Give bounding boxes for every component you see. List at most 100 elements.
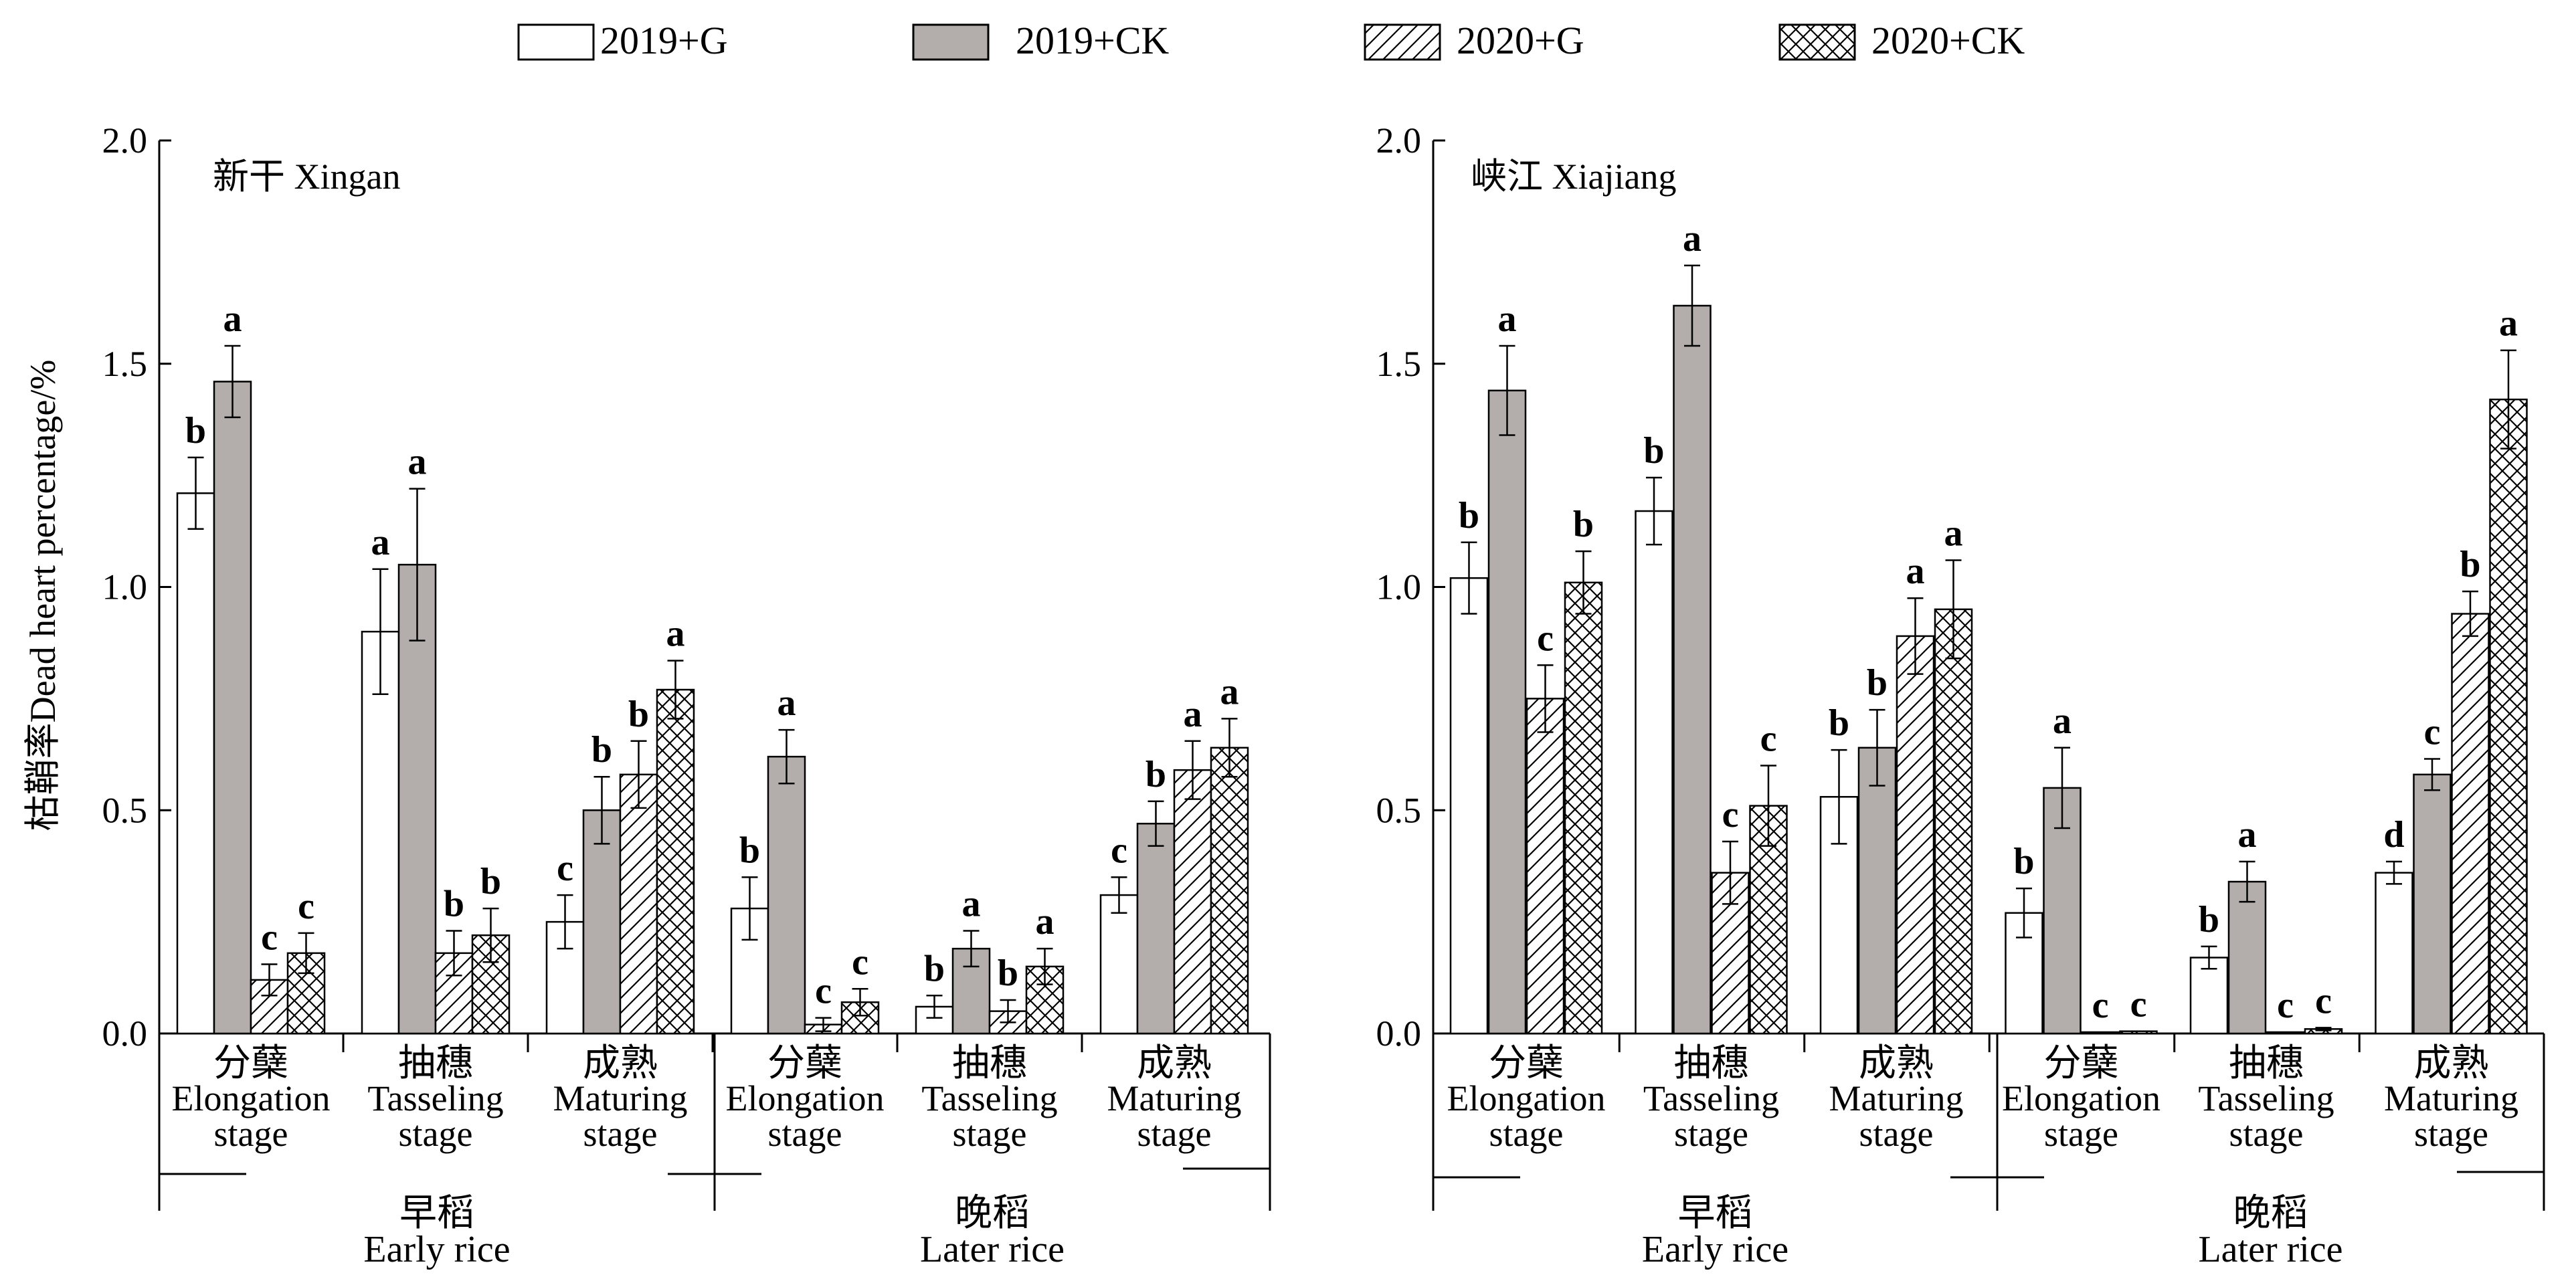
significance-letter: c — [2277, 985, 2294, 1026]
significance-letter: c — [1537, 617, 1554, 659]
significance-letter: d — [2383, 814, 2404, 856]
category-label-zh: 成熟 — [2414, 1043, 2489, 1084]
panel-title: 新干 Xingan — [213, 157, 400, 197]
y-tick-label: 1.0 — [102, 567, 148, 607]
significance-letter: b — [1145, 754, 1166, 795]
bar-2019-g — [1099, 894, 1139, 1035]
legend-item-2020-g: 2020+G — [1364, 19, 1584, 62]
y-tick-label: 0.5 — [1376, 790, 1422, 830]
panel-xingan: 0.00.51.01.52.0新干 Xinganbacc分蘖Elongation… — [102, 120, 1271, 1270]
significance-letter: c — [2130, 984, 2147, 1025]
category-label-stage: stage — [1137, 1114, 1212, 1154]
y-tick-label: 1.0 — [1376, 567, 1422, 607]
y-tick-label: 1.5 — [1376, 344, 1422, 384]
category-label-zh: 成熟 — [1137, 1043, 1212, 1084]
significance-letter: b — [1459, 495, 1479, 536]
category-label-zh: 成熟 — [1859, 1043, 1934, 1084]
bar-2019-ck — [2227, 880, 2267, 1035]
category-label-en: Elongation — [172, 1078, 331, 1118]
bar-2019-g — [361, 631, 400, 1035]
significance-letter: c — [1722, 794, 1739, 835]
y-tick-label: 1.5 — [102, 344, 148, 384]
category-label-stage: stage — [1674, 1114, 1748, 1154]
category-label-stage: stage — [2044, 1114, 2118, 1154]
bar-2020-ck — [2119, 1030, 2158, 1035]
category-label-stage: stage — [399, 1114, 473, 1154]
y-tick-label: 2.0 — [102, 120, 148, 161]
significance-letter: c — [2315, 980, 2332, 1021]
bar-2020-g — [619, 773, 658, 1035]
group-label-en: Early rice — [363, 1229, 510, 1270]
category-label-zh: 抽穗 — [952, 1043, 1027, 1084]
bar-2019-ck — [1487, 389, 1527, 1035]
legend: 2019+G 2019+CK 2020+G 2020+CK — [517, 19, 2025, 62]
bar-2019-ck — [2413, 773, 2452, 1035]
bar-2019-ck — [1136, 823, 1176, 1035]
group-label-zh: 晚稻 — [2233, 1193, 2308, 1234]
category-label-stage: stage — [583, 1114, 658, 1154]
category-label-zh: 分蘖 — [767, 1043, 842, 1084]
category-label-zh: 成熟 — [583, 1043, 658, 1084]
bar-2020-g — [2451, 613, 2490, 1035]
significance-letter: c — [1760, 718, 1777, 760]
group-label-en: Later rice — [2198, 1229, 2342, 1270]
category-label-stage: stage — [768, 1114, 842, 1154]
significance-letter: c — [2092, 985, 2109, 1026]
bar-2020-ck — [656, 688, 695, 1035]
significance-letter: b — [924, 948, 945, 989]
category-label-en: Maturing — [2384, 1078, 2518, 1118]
category-label-stage: stage — [214, 1114, 288, 1154]
significance-letter: a — [1683, 218, 1701, 260]
significance-letter: a — [962, 883, 981, 924]
significance-letter: a — [777, 682, 796, 724]
legend-item-2020-ck: 2020+CK — [1778, 19, 2025, 62]
category-label-stage: stage — [2229, 1114, 2304, 1154]
legend-label-2020-g: 2020+G — [1457, 19, 1584, 62]
bar-2019-ck — [582, 809, 622, 1035]
bar-2020-g — [2266, 1031, 2305, 1035]
significance-letter: b — [1867, 662, 1888, 704]
significance-letter: a — [1220, 671, 1239, 712]
significance-letter: b — [739, 829, 760, 871]
significance-letter: a — [2499, 303, 2518, 344]
significance-letter: c — [298, 886, 314, 927]
legend-label-2020-ck: 2020+CK — [1871, 19, 2025, 62]
bar-2019-g — [1449, 577, 1489, 1035]
y-tick-label: 2.0 — [1376, 120, 1422, 161]
bar-2020-ck — [1934, 608, 1973, 1035]
legend-item-2019-g: 2019+G — [517, 19, 728, 62]
y-tick-label: 0.0 — [1376, 1013, 1422, 1054]
bar-2019-g — [176, 492, 215, 1035]
category-label-stage: stage — [2414, 1114, 2488, 1154]
bar-2019-ck — [213, 381, 252, 1035]
significance-letter: c — [2424, 711, 2441, 753]
category-label-en: Tasseling — [2198, 1078, 2334, 1118]
significance-letter: b — [998, 953, 1018, 994]
significance-letter: a — [666, 613, 685, 655]
bar-2020-g — [1526, 698, 1565, 1035]
group-label-zh: 早稻 — [1678, 1193, 1753, 1234]
legend-swatch-2019-g — [517, 23, 595, 61]
category-label-stage: stage — [1859, 1114, 1934, 1154]
group-label-zh: 晚稻 — [955, 1193, 1030, 1234]
category-label-en: Tasseling — [367, 1078, 503, 1118]
legend-swatch-2020-g — [1364, 23, 1441, 61]
significance-letter: b — [1643, 430, 1664, 472]
category-label-stage: stage — [1489, 1114, 1564, 1154]
category-label-zh: 分蘖 — [213, 1043, 288, 1084]
significance-letter: b — [628, 694, 649, 735]
category-label-zh: 抽穗 — [1674, 1043, 1749, 1084]
significance-letter: b — [444, 883, 464, 924]
bar-2020-ck — [1564, 581, 1603, 1035]
y-tick-label: 0.5 — [102, 790, 148, 830]
group-label-en: Later rice — [920, 1229, 1065, 1270]
y-tick-label: 0.0 — [102, 1013, 148, 1054]
significance-letter: a — [371, 522, 390, 563]
significance-letter: a — [1944, 512, 1963, 554]
group-label-zh: 早稻 — [399, 1193, 474, 1234]
significance-letter: b — [1573, 504, 1594, 545]
legend-swatch-2020-ck — [1778, 23, 1856, 61]
category-label-en: Elongation — [1447, 1078, 1606, 1118]
category-label-en: Maturing — [1829, 1078, 1964, 1118]
